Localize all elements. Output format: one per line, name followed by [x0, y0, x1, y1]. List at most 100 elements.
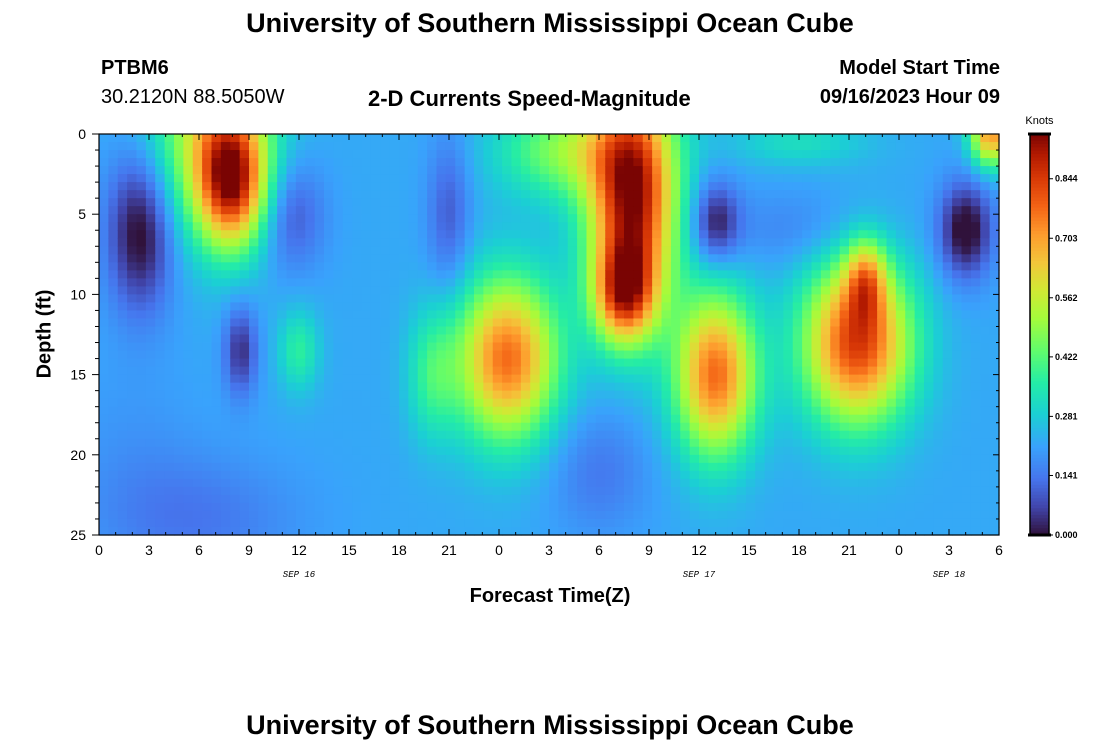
heatmap-cell	[577, 318, 588, 328]
heatmap-cell	[352, 190, 363, 199]
heatmap-cell	[436, 246, 447, 255]
heatmap-cell	[727, 230, 738, 239]
heatmap-cell	[942, 430, 953, 440]
heatmap-cell	[989, 446, 1000, 456]
heatmap-cell	[745, 446, 756, 456]
heatmap-cell	[577, 470, 588, 480]
heatmap-cell	[520, 150, 531, 159]
heatmap-cell	[914, 430, 925, 440]
heatmap-cell	[736, 286, 747, 295]
heatmap-cell	[670, 494, 681, 504]
heatmap-cell	[361, 478, 372, 488]
heatmap-cell	[230, 134, 241, 143]
heatmap-cell	[324, 366, 334, 376]
heatmap-cell	[670, 142, 681, 151]
y-tick-label: 15	[70, 367, 86, 383]
heatmap-cell	[445, 478, 456, 488]
heatmap-cell	[961, 270, 972, 279]
heatmap-cell	[408, 390, 419, 400]
heatmap-cell	[839, 390, 850, 400]
heatmap-cell	[633, 462, 644, 472]
heatmap-cell	[239, 342, 250, 352]
heatmap-cell	[492, 470, 503, 480]
heatmap-cell	[577, 142, 588, 151]
heatmap-cell	[745, 470, 756, 480]
heatmap-cell	[211, 414, 222, 424]
heatmap-cell	[708, 438, 719, 448]
heatmap-cell	[764, 446, 775, 456]
heatmap-cell	[361, 526, 372, 536]
heatmap-cell	[145, 350, 156, 360]
heatmap-cell	[249, 134, 259, 143]
heatmap-cell	[258, 166, 269, 175]
heatmap-cell	[886, 518, 897, 528]
heatmap-cell	[455, 278, 466, 287]
heatmap-cell	[455, 238, 466, 247]
heatmap-cell	[839, 510, 850, 520]
heatmap-cell	[342, 398, 353, 408]
heatmap-cell	[633, 382, 644, 392]
heatmap-cell	[530, 278, 541, 287]
heatmap-cell	[333, 286, 344, 295]
heatmap-cell	[642, 446, 653, 456]
heatmap-cell	[399, 286, 409, 295]
heatmap-cell	[633, 302, 644, 312]
heatmap-cell	[905, 270, 916, 279]
heatmap-cell	[324, 350, 334, 360]
heatmap-cell	[886, 342, 897, 352]
heatmap-cell	[952, 366, 963, 376]
heatmap-cell	[464, 374, 475, 384]
heatmap-cell	[492, 486, 503, 496]
heatmap-cell	[567, 142, 578, 151]
heatmap-cell	[455, 486, 466, 496]
heatmap-cell	[736, 342, 747, 352]
heatmap-cell	[980, 422, 991, 432]
heatmap-cell	[136, 166, 147, 175]
heatmap-cell	[605, 414, 616, 424]
heatmap-cell	[549, 502, 559, 512]
heatmap-cell	[867, 166, 878, 175]
heatmap-cell	[174, 374, 184, 384]
heatmap-cell	[577, 158, 588, 167]
heatmap-cell	[277, 358, 288, 368]
heatmap-cell	[145, 446, 156, 456]
heatmap-cell	[99, 190, 109, 199]
heatmap-cell	[286, 198, 297, 207]
heatmap-cell	[970, 134, 981, 143]
heatmap-cell	[708, 166, 719, 175]
heatmap-cell	[633, 318, 644, 328]
heatmap-cell	[614, 374, 625, 384]
heatmap-cell	[577, 206, 588, 215]
heatmap-cell	[830, 390, 841, 400]
heatmap-cell	[295, 278, 306, 287]
heatmap-cell	[230, 302, 241, 312]
heatmap-cell	[961, 318, 972, 328]
heatmap-cell	[802, 230, 813, 239]
heatmap-cell	[539, 254, 550, 263]
heatmap-cell	[108, 374, 119, 384]
heatmap-cell	[914, 494, 925, 504]
heatmap-cell	[839, 214, 850, 223]
heatmap-cell	[886, 254, 897, 263]
heatmap-cell	[502, 358, 513, 368]
heatmap-cell	[802, 398, 813, 408]
heatmap-cell	[145, 182, 156, 191]
heatmap-cell	[652, 166, 663, 175]
heatmap-cell	[520, 374, 531, 384]
heatmap-cell	[502, 390, 513, 400]
heatmap-cell	[952, 166, 963, 175]
heatmap-cell	[108, 486, 119, 496]
heatmap-cell	[474, 470, 484, 480]
heatmap-cell	[155, 342, 166, 352]
heatmap-cell	[277, 414, 288, 424]
heatmap-cell	[905, 174, 916, 183]
heatmap-cell	[567, 494, 578, 504]
heatmap-cell	[277, 278, 288, 287]
heatmap-cell	[877, 246, 888, 255]
heatmap-cell	[408, 326, 419, 336]
heatmap-cell	[558, 414, 569, 424]
heatmap-cell	[727, 270, 738, 279]
heatmap-cell	[717, 510, 728, 520]
heatmap-cell	[792, 278, 803, 287]
heatmap-cell	[249, 182, 259, 191]
